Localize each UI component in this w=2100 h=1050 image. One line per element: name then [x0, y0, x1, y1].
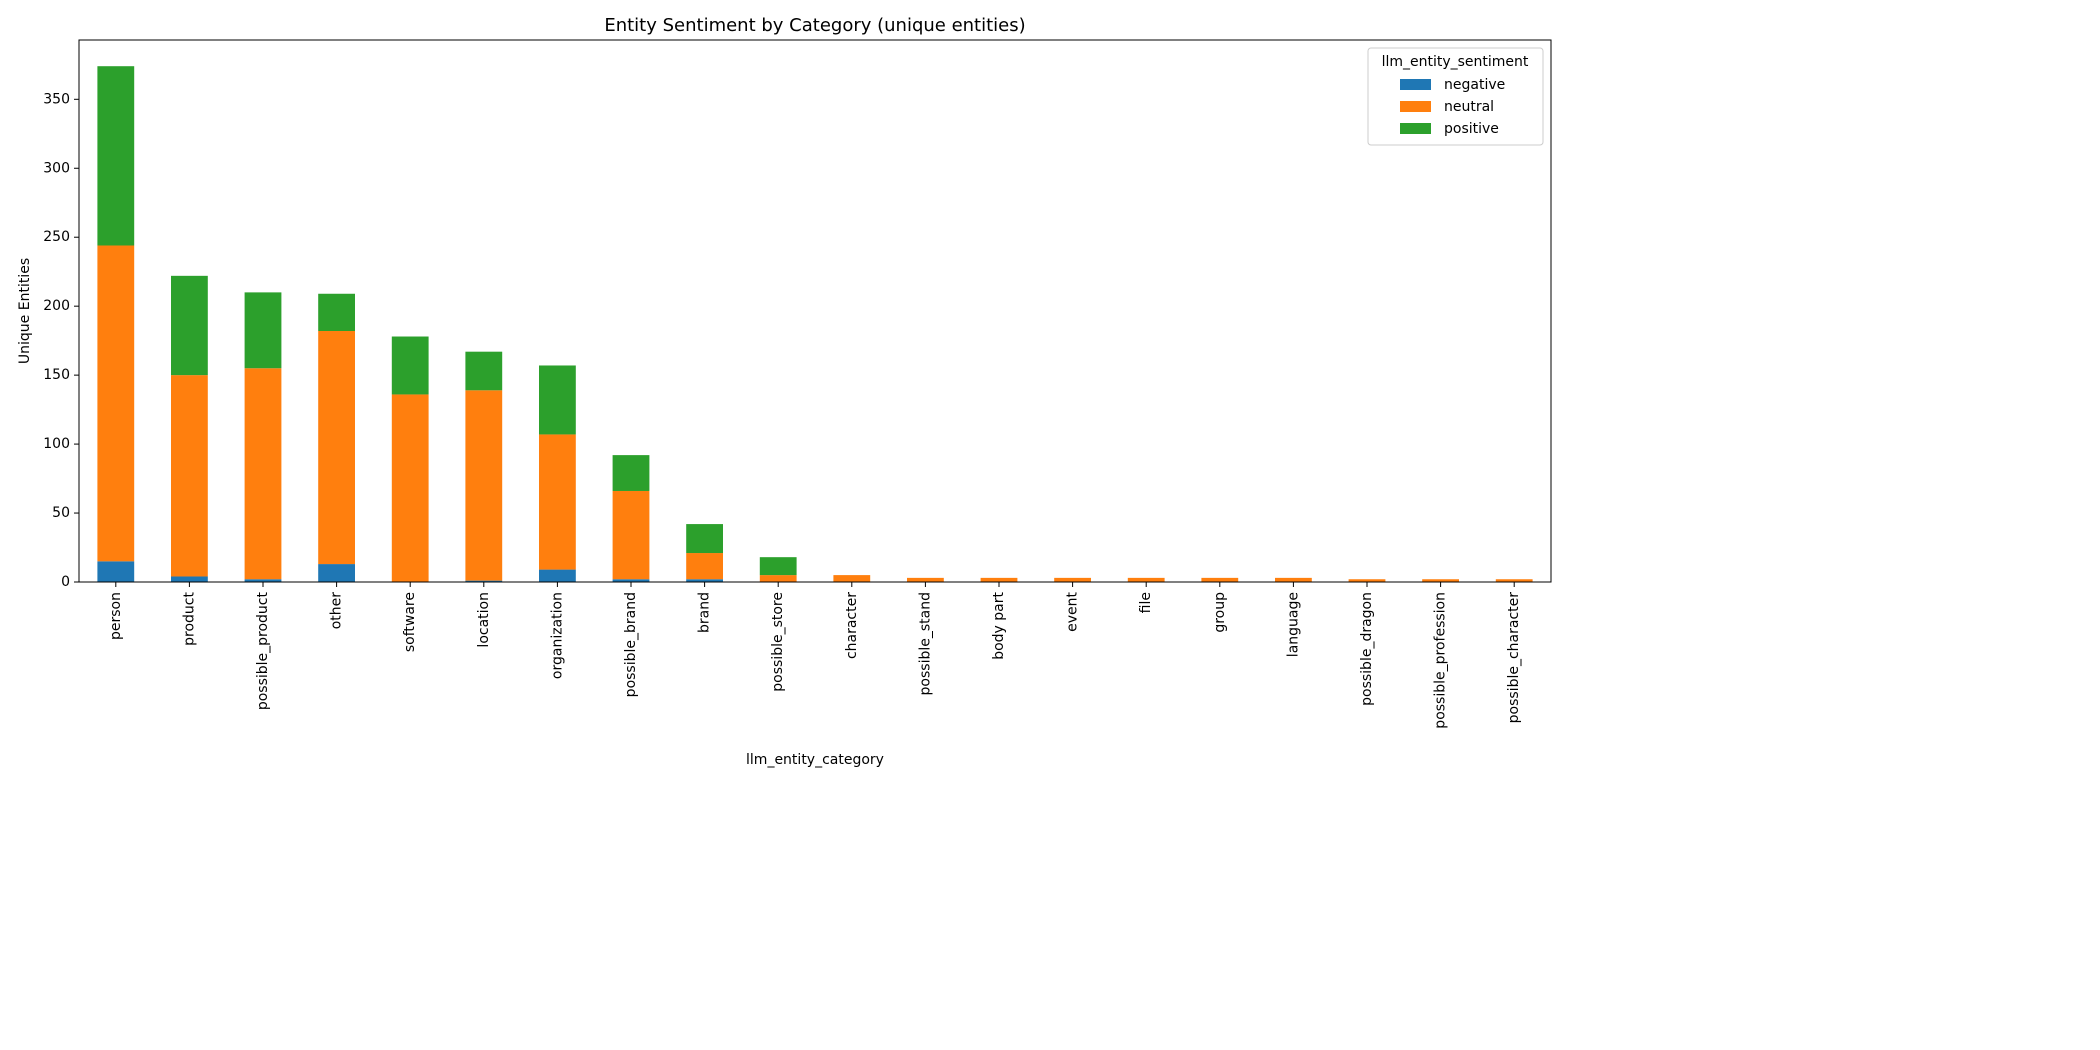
bar-neutral-body-part	[980, 577, 1018, 582]
y-tick-label: 100	[43, 436, 70, 452]
x-axis: person product possible_product other softwa…	[108, 582, 1522, 729]
bar-neutral-possible_product	[244, 368, 282, 580]
y-tick-label: 350	[43, 91, 70, 107]
legend-label-neutral: neutral	[1444, 99, 1494, 115]
bar-neutral-event	[1054, 577, 1091, 582]
y-tick-label: 250	[43, 229, 70, 245]
x-tick-label: possible_dragon	[1359, 592, 1375, 706]
legend: llm_entity_sentiment negative neutral posi…	[1367, 47, 1544, 146]
bar-neutral-organization	[539, 434, 576, 570]
bar-neutral-possible_character	[1495, 579, 1533, 582]
bar-neutral-possible_dragon	[1348, 579, 1386, 582]
bar-neutral-software	[391, 394, 429, 582]
chart-title: Entity Sentiment by Category (unique ent…	[604, 15, 1025, 36]
bar-neutral-person	[97, 245, 135, 562]
x-tick-label: other	[329, 592, 345, 630]
y-axis-label: Unique Entities	[17, 258, 33, 364]
bar-negative-organization	[539, 569, 576, 582]
bar-neutral-location	[465, 390, 503, 581]
bar-negative-product	[171, 576, 208, 582]
x-tick-label: possible_brand	[623, 592, 639, 697]
bar-negative-person	[97, 561, 135, 582]
bar-negative-other	[318, 564, 355, 582]
x-tick-label: possible_product	[255, 591, 271, 710]
x-tick-label: software	[402, 592, 418, 652]
bar-positive-possible_store	[759, 557, 797, 576]
legend-swatch-negative	[1400, 79, 1431, 90]
x-tick-label: brand	[697, 592, 713, 633]
bar-neutral-group	[1201, 577, 1239, 582]
bar-negative-possible_brand	[612, 579, 650, 582]
bar-positive-possible_product	[244, 292, 282, 369]
x-tick-label: body part	[991, 592, 1007, 660]
bar-positive-software	[391, 336, 429, 395]
y-tick-label: 300	[43, 160, 70, 176]
y-tick-label: 0	[61, 574, 70, 590]
x-axis-label: llm_entity_category	[746, 752, 884, 768]
plot-frame	[78, 39, 1552, 583]
x-tick-label: event	[1065, 591, 1081, 631]
y-axis: 0 50 100 150 200 250 300 350	[43, 91, 79, 590]
bar-neutral-brand	[686, 553, 723, 580]
x-tick-label: location	[476, 592, 492, 648]
bar-neutral-product	[171, 375, 208, 577]
bar-positive-other	[318, 293, 355, 331]
bar-positive-person	[97, 66, 135, 246]
bar-negative-possible_product	[244, 579, 282, 582]
x-tick-label: language	[1285, 592, 1301, 657]
legend-swatch-neutral	[1400, 101, 1431, 112]
bar-neutral-possible_profession	[1422, 579, 1459, 582]
stacked-bar-chart: Entity Sentiment by Category (unique ent…	[17, 15, 1552, 768]
x-tick-label: person	[108, 592, 124, 640]
bar-positive-organization	[539, 365, 576, 435]
bars-layer	[97, 66, 1533, 582]
bar-neutral-possible_brand	[612, 490, 650, 580]
bar-neutral-possible_store	[759, 575, 797, 582]
x-tick-label: possible_profession	[1433, 592, 1449, 729]
x-tick-label: product	[181, 592, 197, 646]
y-tick-label: 150	[43, 367, 70, 383]
bar-neutral-other	[318, 330, 355, 565]
bar-negative-brand	[686, 579, 723, 582]
bar-neutral-language	[1275, 577, 1312, 582]
bar-positive-location	[465, 351, 503, 391]
bar-neutral-possible_stand	[907, 577, 944, 582]
legend-swatch-positive	[1400, 123, 1431, 134]
x-tick-label: character	[844, 592, 860, 659]
bar-positive-brand	[686, 524, 723, 554]
legend-label-negative: negative	[1444, 77, 1505, 93]
x-tick-label: organization	[549, 592, 565, 679]
x-tick-label: group	[1212, 592, 1228, 633]
x-tick-label: possible_character	[1506, 592, 1522, 724]
legend-title: llm_entity_sentiment	[1382, 54, 1529, 70]
legend-label-positive: positive	[1444, 121, 1499, 137]
x-tick-label: possible_stand	[917, 592, 933, 695]
legend-frame	[1367, 47, 1544, 146]
bar-positive-possible_brand	[612, 455, 650, 491]
y-tick-label: 200	[43, 298, 70, 314]
chart-container: Entity Sentiment by Category (unique ent…	[17, 15, 1552, 768]
bar-positive-product	[171, 275, 208, 376]
x-tick-label: possible_store	[770, 592, 786, 692]
bar-neutral-character	[833, 575, 871, 582]
x-tick-label: file	[1138, 592, 1154, 613]
bar-negative-location	[465, 580, 503, 582]
y-tick-label: 50	[52, 505, 70, 521]
bar-neutral-file	[1127, 577, 1165, 582]
